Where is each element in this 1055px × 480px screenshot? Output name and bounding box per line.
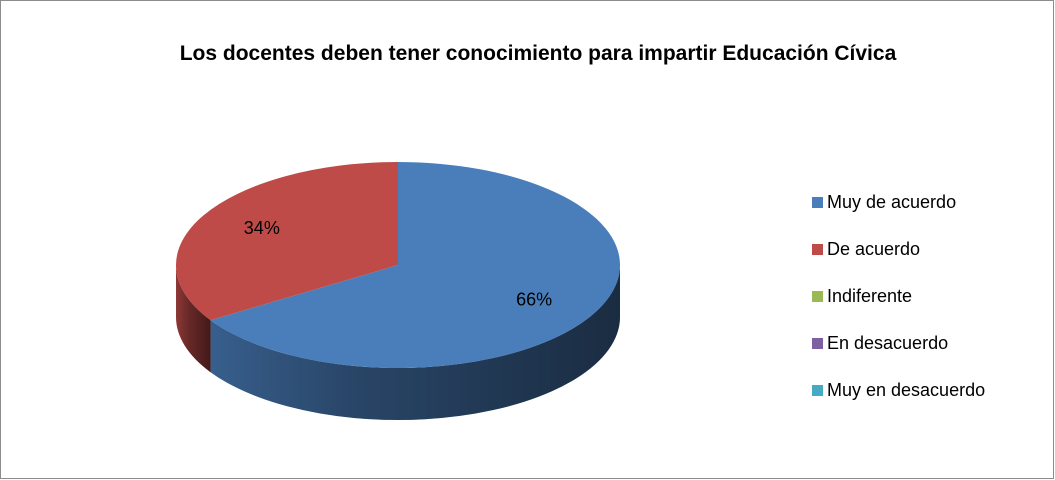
legend-label: En desacuerdo bbox=[827, 333, 948, 353]
slice-side-shade bbox=[210, 265, 620, 421]
legend-swatch bbox=[812, 338, 823, 349]
legend-swatch bbox=[812, 291, 823, 302]
slice bbox=[176, 162, 398, 321]
data-label: 66% bbox=[516, 289, 552, 309]
legend-label: Muy en desacuerdo bbox=[827, 380, 985, 400]
slice-side-shade bbox=[176, 265, 211, 373]
legend-swatch bbox=[812, 197, 823, 208]
legend-label: Indiferente bbox=[827, 286, 912, 306]
legend-swatch bbox=[812, 385, 823, 396]
slice bbox=[210, 162, 620, 369]
chart-title: Los docentes deben tener conocimiento pa… bbox=[179, 42, 897, 65]
data-label: 34% bbox=[244, 218, 280, 238]
legend-swatch bbox=[812, 244, 823, 255]
legend-label: De acuerdo bbox=[827, 239, 920, 259]
legend-label: Muy de acuerdo bbox=[827, 192, 956, 212]
